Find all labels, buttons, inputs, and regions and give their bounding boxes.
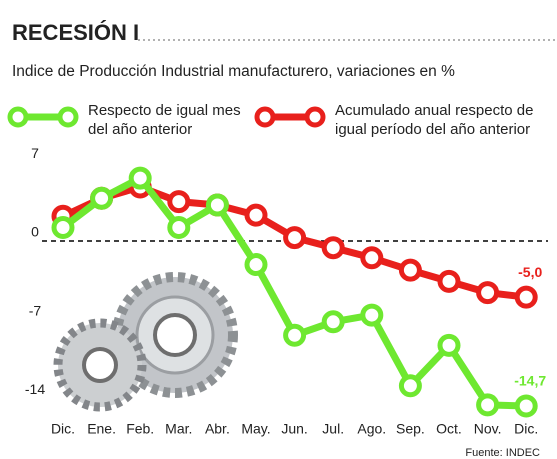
legend-marker [57, 106, 79, 128]
point [128, 166, 152, 190]
y-tick-label: -7 [29, 302, 42, 318]
source: Fuente: INDEC [465, 447, 540, 459]
legend-label: Respecto de igual mes del año anterior [88, 102, 241, 138]
point [476, 393, 500, 417]
value-label: -5,0 [518, 264, 542, 280]
chart-subtitle: Indice de Producción Industrial manufact… [12, 63, 455, 80]
point [283, 323, 307, 347]
legend-label: Acumulado anual respecto de igual períod… [335, 102, 534, 138]
x-tick-label: Ene. [87, 421, 116, 437]
point [244, 203, 268, 227]
x-tick-label: Jul. [322, 421, 344, 437]
point [244, 253, 268, 277]
point [437, 269, 461, 293]
point [476, 281, 500, 305]
chart-title: RECESIÓN I [12, 20, 139, 45]
y-tick-label: -14 [25, 381, 45, 397]
point [205, 193, 229, 217]
legend-marker [7, 106, 29, 128]
x-tick-label: Feb. [126, 421, 154, 437]
point [360, 246, 384, 270]
point [398, 258, 422, 282]
point [90, 186, 114, 210]
x-tick-label: Ago. [357, 421, 386, 437]
y-tick-label: 0 [31, 224, 39, 240]
value-label: -14,7 [514, 373, 546, 389]
gears [53, 272, 238, 412]
x-tick-label: Jun. [281, 421, 307, 437]
x-tick-label: Mar. [165, 421, 192, 437]
x-tick-label: Dic. [514, 421, 538, 437]
x-tick-label: Oct. [436, 421, 462, 437]
point [167, 190, 191, 214]
y-tick-label: 7 [31, 145, 39, 161]
point [321, 236, 345, 260]
point [437, 333, 461, 357]
x-tick-label: Sep. [396, 421, 425, 437]
point [167, 215, 191, 239]
series: -14,7 [51, 166, 546, 418]
legend-marker [254, 106, 276, 128]
x-tick-label: Nov. [474, 421, 502, 437]
series: -5,0 [51, 175, 542, 309]
point [360, 303, 384, 327]
point [398, 374, 422, 398]
point [514, 394, 538, 418]
x-tick-label: Abr. [205, 421, 230, 437]
point [321, 310, 345, 334]
point [514, 285, 538, 309]
x-tick-label: Dic. [51, 421, 75, 437]
point [283, 226, 307, 250]
legend-marker [304, 106, 326, 128]
point [51, 215, 75, 239]
x-tick-label: May. [241, 421, 270, 437]
